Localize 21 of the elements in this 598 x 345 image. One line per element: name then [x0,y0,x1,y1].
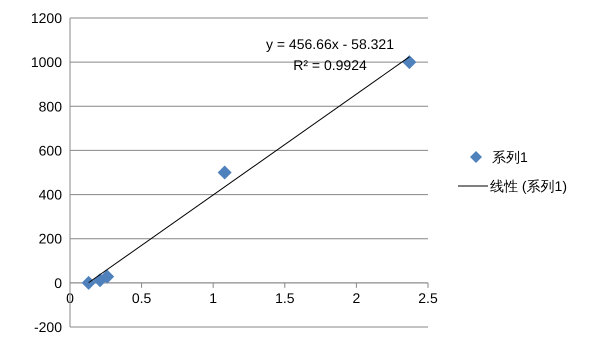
y-tick-label: 400 [38,186,62,203]
y-tick-label: 1200 [30,10,62,26]
point [82,276,96,290]
y-tick-label: 800 [38,98,62,114]
annotation: y = 456.66x - 58.321 [266,36,394,52]
point [100,270,114,284]
y-tick-label: 0 [54,274,62,291]
point [218,166,232,180]
legend-label: 线性 (系列1) [490,178,567,194]
y-tick-label: 1000 [30,54,62,70]
x-tick-label: 0.5 [132,290,152,306]
x-tick-label: 1.5 [275,290,295,306]
x-tick-label: 2 [352,290,360,306]
annotation: R² = 0.9924 [293,57,367,73]
y-tick-label: 200 [38,230,62,247]
y-tick-label: 600 [38,142,62,158]
legend-label: 系列1 [492,149,528,165]
x-tick-label: 1 [209,290,218,306]
y-tick-label: -200 [34,319,62,335]
x-tick-label: 2.5 [418,290,438,306]
point [402,55,416,70]
